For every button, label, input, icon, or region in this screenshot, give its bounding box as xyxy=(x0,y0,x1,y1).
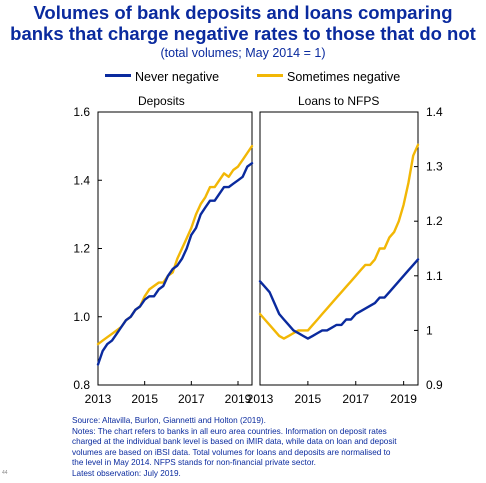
panel-loans: 0.9 1 1.1 1.2 1.3 1.4 2013 2015 2017 2019 Loans to… xyxy=(247,94,443,406)
x-tick-label: 2015 xyxy=(131,392,158,406)
chart-title-line-1: Volumes of bank deposits and loans compa… xyxy=(33,2,453,23)
y-tick-label: 1.4 xyxy=(426,105,443,119)
panel-label: Loans to NFPS xyxy=(298,94,379,108)
y-tick-label: 1.0 xyxy=(73,310,90,324)
series-line-sometimes-negative xyxy=(258,143,420,340)
notes-latest-observation: Latest observation: July 2019. xyxy=(72,468,181,478)
series-line-never-negative xyxy=(96,161,254,366)
chart-title-line-2: banks that charge negative rates to thos… xyxy=(10,23,476,44)
panel-deposits: 0.8 1.0 1.2 1.4 1.6 2013 2015 2017 2019 Deposits xyxy=(73,94,254,406)
y-tick-label: 0.9 xyxy=(426,378,443,392)
x-tick-label: 2019 xyxy=(225,392,252,406)
y-tick-label: 1.2 xyxy=(73,242,90,256)
panel-label: Deposits xyxy=(138,94,185,108)
y-tick-label: 1.4 xyxy=(73,173,90,187)
x-tick-label: 2015 xyxy=(295,392,322,406)
x-tick-label: 2019 xyxy=(390,392,417,406)
notes-line-3: volumes are based on iBSI data. Total vo… xyxy=(72,447,391,457)
notes-line-2: charged at the individual bank level is … xyxy=(72,437,397,447)
chart-notes: Source: Altavilla, Burlon, Giannetti and… xyxy=(72,416,472,480)
y-tick-label: 1.6 xyxy=(73,105,90,119)
legend-item-never-negative: Never negative xyxy=(105,70,219,84)
plot-frame xyxy=(259,111,419,386)
x-tick-label: 2013 xyxy=(85,392,112,406)
series-line-sometimes-negative xyxy=(96,144,254,346)
legend-swatch-never-negative xyxy=(105,74,131,78)
page-number: 44 xyxy=(2,470,8,476)
notes-line-1: Notes: The chart refers to banks in all … xyxy=(72,426,387,436)
y-tick-label: 1.3 xyxy=(426,160,443,174)
legend-label-never-negative: Never negative xyxy=(135,70,220,84)
x-tick-label: 2017 xyxy=(342,392,369,406)
y-tick-label: 1 xyxy=(426,323,433,337)
y-tick-label: 1.1 xyxy=(426,269,443,283)
plot-frame xyxy=(97,111,253,386)
legend-swatch-sometimes-negative xyxy=(257,74,283,78)
series-line-never-negative xyxy=(258,258,420,340)
y-tick-label: 1.2 xyxy=(426,214,443,228)
chart-subtitle: (total volumes; May 2014 = 1) xyxy=(160,46,326,60)
legend-item-sometimes-negative: Sometimes negative xyxy=(257,70,400,84)
x-tick-label: 2013 xyxy=(247,392,274,406)
legend-label-sometimes-negative: Sometimes negative xyxy=(287,70,401,84)
x-tick-label: 2017 xyxy=(178,392,205,406)
y-tick-label: 0.8 xyxy=(73,378,90,392)
notes-source: Source: Altavilla, Burlon, Giannetti and… xyxy=(72,416,266,425)
notes-line-4: the level in May 2014. NFPS stands for n… xyxy=(72,458,316,468)
